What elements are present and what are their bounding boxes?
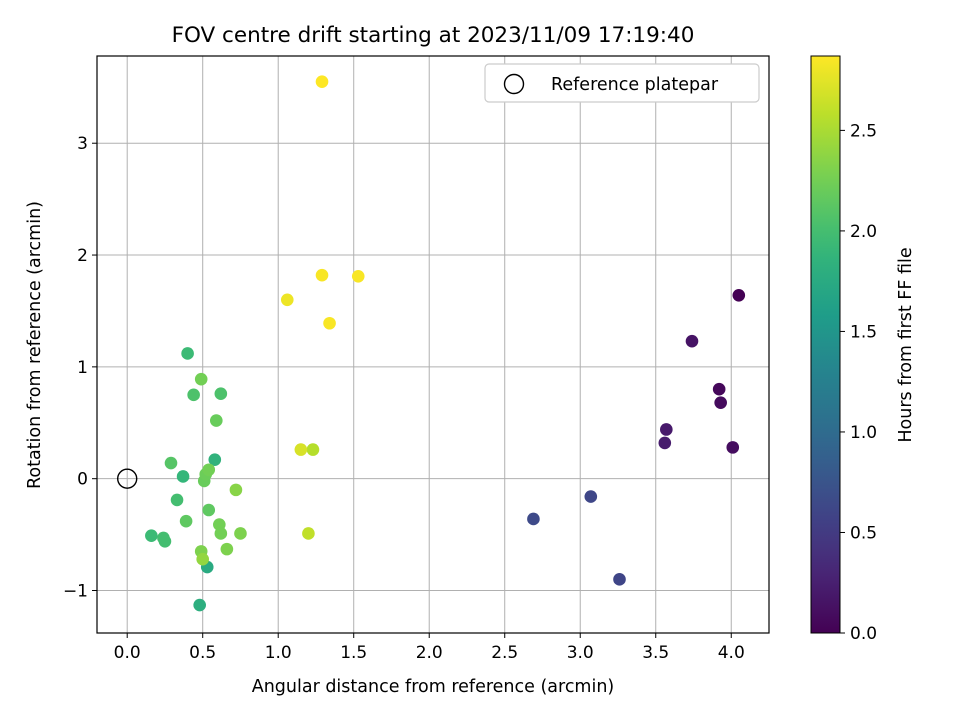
colorbar <box>810 55 841 634</box>
y-tick-label: 3 <box>77 134 88 154</box>
legend-box <box>484 63 760 103</box>
data-point <box>685 334 699 348</box>
data-point <box>158 535 172 548</box>
data-point <box>208 453 222 466</box>
y-tick-label: −1 <box>63 582 88 602</box>
chart-title: FOV centre drift starting at 2023/11/09 … <box>172 23 695 48</box>
colorbar-tick-label: 0.5 <box>850 523 877 543</box>
x-tick-label: 3.0 <box>567 643 594 663</box>
x-axis: 0.0 0.5 1.0 1.5 2.0 2.5 3.0 3.5 4.0 <box>114 633 745 663</box>
data-point <box>732 288 746 302</box>
data-point <box>714 396 727 409</box>
data-point <box>315 268 329 282</box>
data-point <box>209 414 223 427</box>
data-point <box>181 347 194 360</box>
data-point <box>202 503 216 517</box>
plot-area-frame <box>96 55 770 634</box>
colorbar-tick-label: 2.5 <box>850 121 877 141</box>
y-tick-label: 1 <box>77 358 88 378</box>
data-point <box>302 527 315 540</box>
colorbar-tick-label: 1.0 <box>850 423 877 443</box>
data-point <box>170 493 184 507</box>
data-point <box>294 443 308 456</box>
y-tick-label: 2 <box>77 246 88 266</box>
data-point <box>351 269 365 283</box>
reference-marker <box>117 468 138 489</box>
colorbar-label: Hours from first FF file <box>896 247 916 442</box>
data-point <box>229 483 243 497</box>
x-tick-label: 0.0 <box>114 643 141 663</box>
data-point <box>726 441 740 454</box>
data-point <box>306 443 320 456</box>
y-tick-label: 0 <box>77 470 88 490</box>
data-points <box>145 75 746 612</box>
data-point <box>145 529 158 543</box>
data-point <box>280 293 294 307</box>
x-axis-label: Angular distance from reference (arcmin) <box>252 677 615 697</box>
data-point <box>187 388 200 402</box>
colorbar-axis: 0.0 0.5 1.0 1.5 2.0 2.5 <box>840 121 877 644</box>
x-tick-label: 2.5 <box>491 643 518 663</box>
data-point <box>176 470 190 483</box>
data-point <box>196 552 210 566</box>
data-point <box>214 387 228 401</box>
data-point <box>584 490 598 503</box>
x-tick-label: 0.5 <box>189 643 216 663</box>
data-point <box>214 527 228 540</box>
data-point <box>527 512 540 526</box>
data-point <box>712 382 726 396</box>
colorbar-tick-label: 1.5 <box>850 322 877 342</box>
colorbar-tick-label: 0.0 <box>850 624 877 644</box>
y-axis: −1 0 1 2 3 <box>63 134 97 602</box>
colorbar-tick-label: 2.0 <box>850 222 877 242</box>
data-point <box>202 463 216 477</box>
data-point <box>234 527 247 540</box>
data-point <box>613 573 626 586</box>
legend: Reference platepar <box>484 63 760 103</box>
reference-marker-layer <box>117 468 138 489</box>
data-point <box>194 372 208 386</box>
data-point <box>193 598 206 612</box>
legend-reference-marker <box>503 73 525 95</box>
x-tick-label: 3.5 <box>642 643 669 663</box>
data-point <box>315 75 329 89</box>
data-point <box>660 423 673 436</box>
data-point <box>658 436 672 450</box>
legend-reference-label: Reference platepar <box>551 75 719 95</box>
x-tick-label: 1.0 <box>265 643 292 663</box>
y-axis-label: Rotation from reference (arcmin) <box>25 201 45 489</box>
data-point <box>179 514 193 528</box>
x-tick-label: 2.0 <box>416 643 443 663</box>
x-tick-label: 1.5 <box>340 643 367 663</box>
data-point <box>220 542 234 556</box>
data-point <box>323 316 336 330</box>
data-point <box>164 456 178 470</box>
x-tick-label: 4.0 <box>718 643 745 663</box>
